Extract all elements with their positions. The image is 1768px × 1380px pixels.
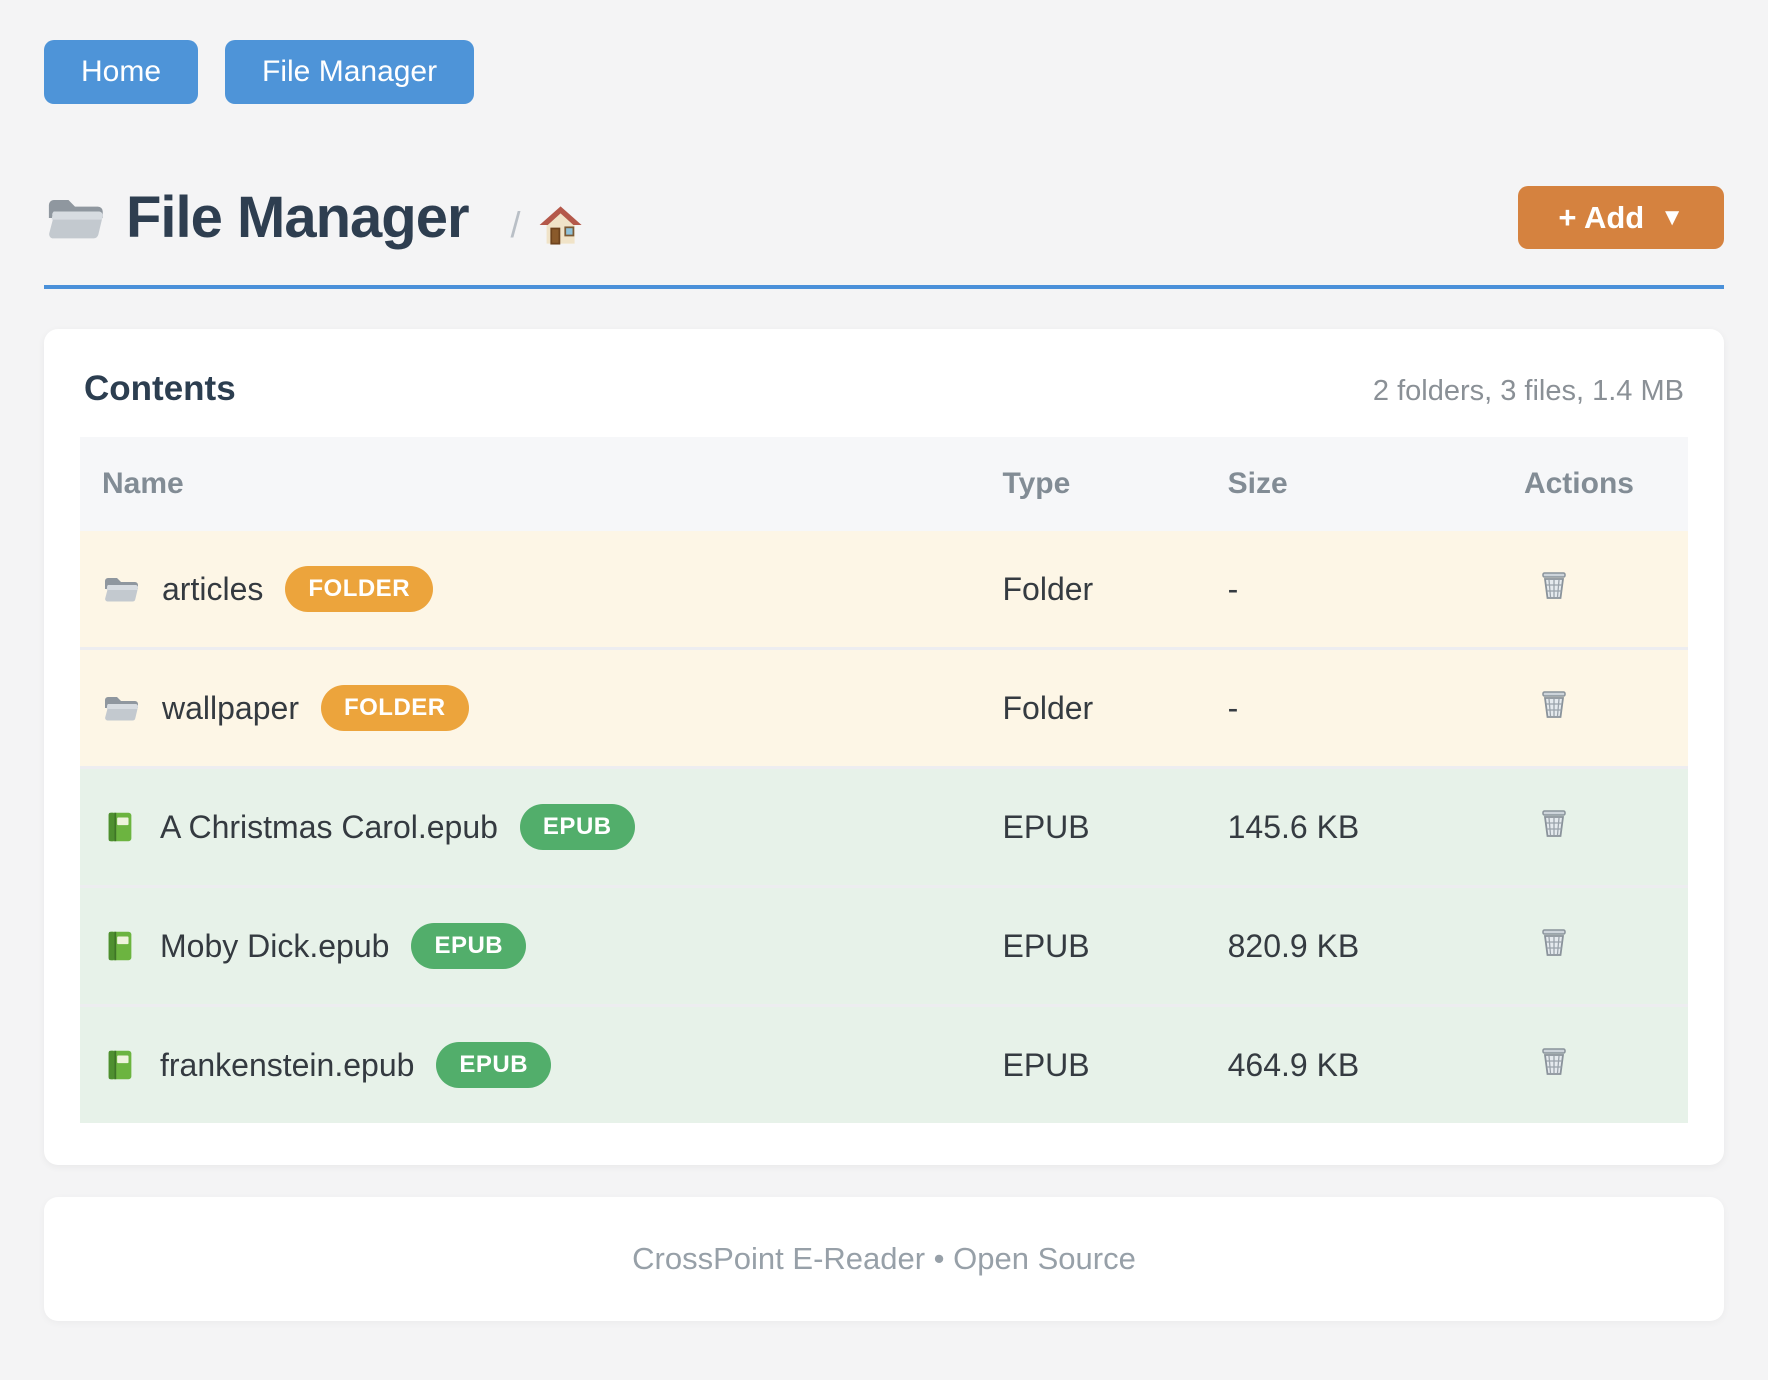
table-header: Name Type Size Actions xyxy=(80,437,1688,531)
type-cell: EPUB xyxy=(980,766,1206,887)
book-icon xyxy=(102,809,138,845)
size-cell: - xyxy=(1205,531,1479,649)
type-cell: EPUB xyxy=(980,1004,1206,1123)
delete-button[interactable] xyxy=(1536,805,1572,841)
size-cell: 145.6 KB xyxy=(1205,766,1479,887)
page-header: File Manager / + Add ▼ xyxy=(44,184,1724,251)
size-cell: 820.9 KB xyxy=(1205,885,1479,1006)
trash-icon xyxy=(1536,1043,1572,1079)
size-cell: - xyxy=(1205,647,1479,768)
book-icon xyxy=(102,928,138,964)
delete-button[interactable] xyxy=(1536,1043,1572,1079)
page-title: File Manager xyxy=(126,185,470,250)
footer: CrossPoint E-Reader • Open Source xyxy=(44,1197,1724,1321)
contents-card: Contents 2 folders, 3 files, 1.4 MB Name… xyxy=(44,329,1724,1165)
type-badge: EPUB xyxy=(519,804,635,850)
contents-heading: Contents xyxy=(84,369,236,408)
type-badge: EPUB xyxy=(411,923,527,969)
type-cell: Folder xyxy=(980,647,1206,768)
chevron-down-icon: ▼ xyxy=(1660,203,1684,231)
file-table: Name Type Size Actions articles FOLDER F… xyxy=(80,437,1688,1123)
file-name[interactable]: articles xyxy=(162,570,264,607)
folder-icon xyxy=(44,189,106,247)
column-header-size: Size xyxy=(1205,437,1479,531)
file-name[interactable]: wallpaper xyxy=(162,689,299,726)
table-row-wallpaper[interactable]: wallpaper FOLDER Folder - xyxy=(80,647,1688,768)
column-header-type: Type xyxy=(980,437,1206,531)
top-nav: Home File Manager xyxy=(44,0,1724,104)
add-button-label: + Add xyxy=(1558,200,1645,235)
breadcrumb: / xyxy=(511,204,583,246)
file-name[interactable]: Moby Dick.epub xyxy=(160,927,390,964)
contents-summary: 2 folders, 3 files, 1.4 MB xyxy=(1372,375,1684,407)
column-header-actions: Actions xyxy=(1478,437,1688,531)
table-row-moby-dick[interactable]: Moby Dick.epub EPUB EPUB 820.9 KB xyxy=(80,885,1688,1006)
delete-button[interactable] xyxy=(1536,686,1572,722)
book-icon xyxy=(102,1047,138,1083)
home-button[interactable]: Home xyxy=(44,40,199,104)
trash-icon xyxy=(1536,686,1572,722)
trash-icon xyxy=(1536,567,1572,603)
type-cell: Folder xyxy=(980,531,1206,649)
folder-icon xyxy=(102,572,140,606)
breadcrumb-separator: / xyxy=(510,203,521,245)
trash-icon xyxy=(1536,924,1572,960)
add-button[interactable]: + Add ▼ xyxy=(1518,186,1724,249)
file-name[interactable]: A Christmas Carol.epub xyxy=(160,808,498,845)
type-badge: EPUB xyxy=(436,1042,552,1088)
table-row-frankenstein[interactable]: frankenstein.epub EPUB EPUB 464.9 KB xyxy=(80,1004,1688,1123)
footer-text: CrossPoint E-Reader • Open Source xyxy=(632,1241,1136,1276)
column-header-name: Name xyxy=(80,437,981,531)
table-row-articles[interactable]: articles FOLDER Folder - xyxy=(80,531,1688,649)
file-name[interactable]: frankenstein.epub xyxy=(160,1046,415,1083)
folder-icon xyxy=(102,691,140,725)
table-row-a-christmas-carol[interactable]: A Christmas Carol.epub EPUB EPUB 145.6 K… xyxy=(80,766,1688,887)
home-icon[interactable] xyxy=(537,204,583,246)
delete-button[interactable] xyxy=(1536,567,1572,603)
contents-header: Contents 2 folders, 3 files, 1.4 MB xyxy=(80,369,1688,409)
delete-button[interactable] xyxy=(1536,924,1572,960)
size-cell: 464.9 KB xyxy=(1205,1004,1479,1123)
header-divider xyxy=(44,285,1724,289)
type-cell: EPUB xyxy=(980,885,1206,1006)
type-badge: FOLDER xyxy=(285,566,434,612)
trash-icon xyxy=(1536,805,1572,841)
type-badge: FOLDER xyxy=(320,685,469,731)
file-manager-button[interactable]: File Manager xyxy=(225,40,475,104)
